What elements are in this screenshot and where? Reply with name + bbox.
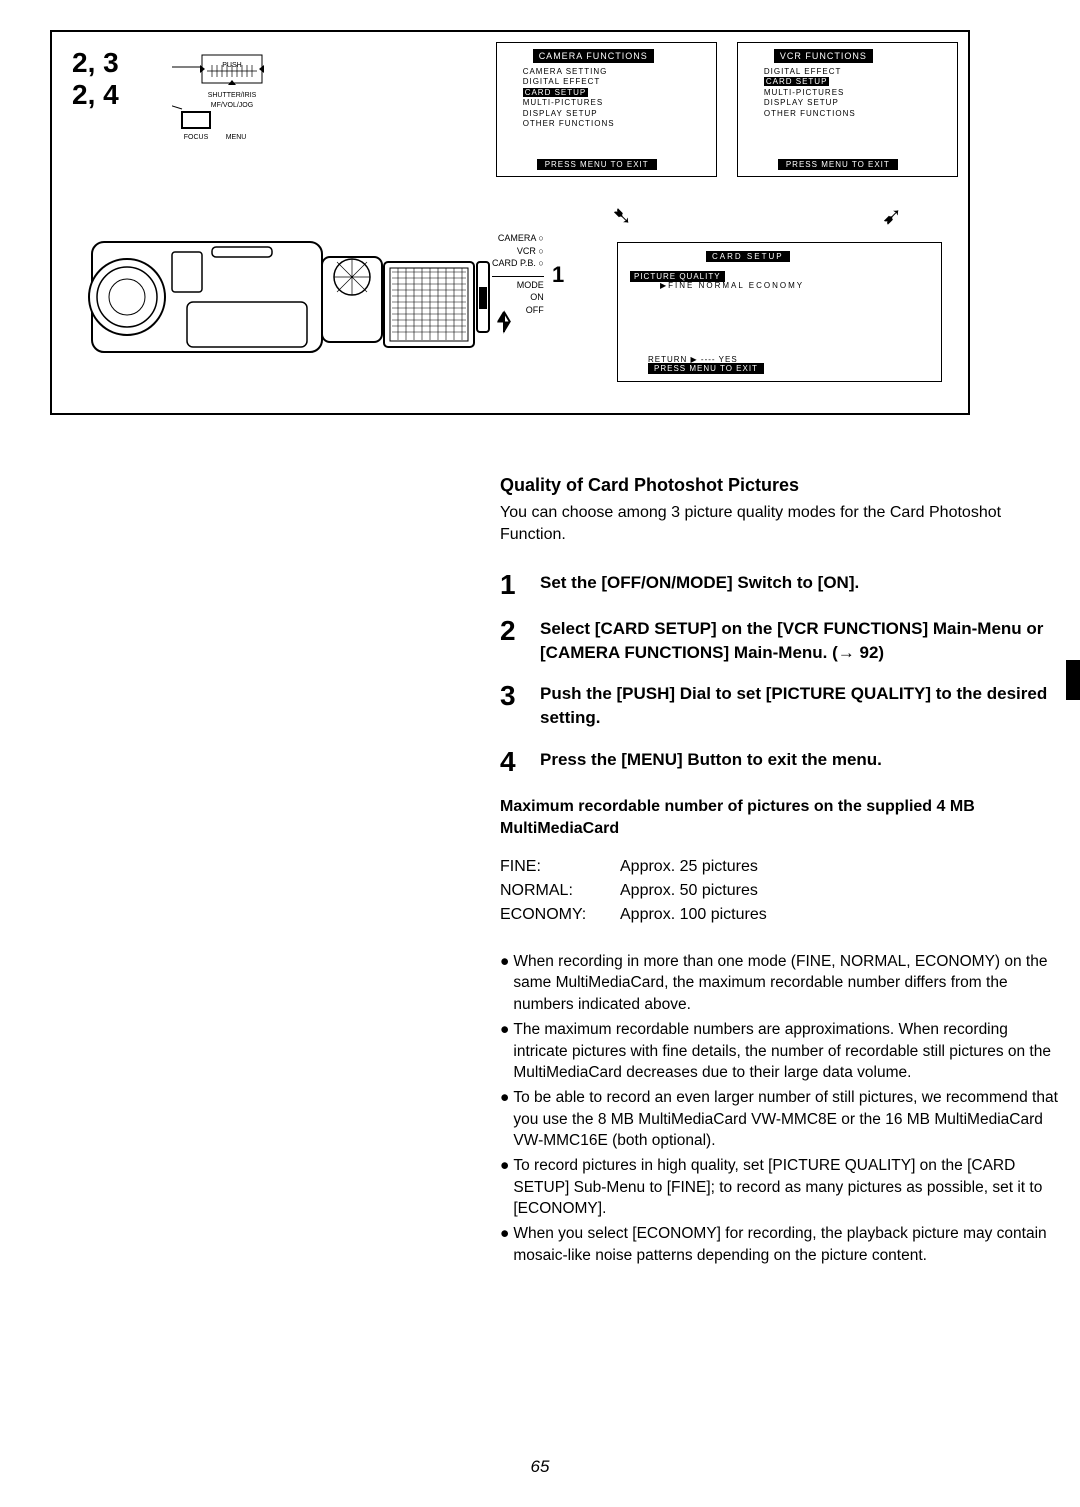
step-line-1: 2, 3 <box>72 47 119 79</box>
menu-item: CAMERA SETTING <box>523 67 710 77</box>
step-text: Set the [OFF/ON/MODE] Switch to [ON]. <box>540 571 1060 599</box>
mode-count: Approx. 25 pictures <box>620 855 758 879</box>
menu-item: MULTI-PICTURES <box>764 88 951 98</box>
arrow-down-right: ➹ <box>882 202 902 231</box>
menu-item: OTHER FUNCTIONS <box>764 109 951 119</box>
menu-item: DISPLAY SETUP <box>764 98 951 108</box>
notes-list: ●When recording in more than one mode (F… <box>500 951 1060 1267</box>
setup-footer: RETURN ▶ ---- YES PRESS MENU TO EXIT <box>648 355 764 373</box>
page-number: 65 <box>0 1457 1080 1477</box>
diagram-box: 2, 3 2, 4 PUSH SHUTTER/IRIS MF/VOL/JOG F… <box>50 30 970 415</box>
step-item: 1 Set the [OFF/ON/MODE] Switch to [ON]. <box>500 571 1060 599</box>
bullet-icon: ● <box>500 1155 509 1220</box>
list-item: ●To record pictures in high quality, set… <box>500 1155 1060 1220</box>
menu-item: DIGITAL EFFECT <box>764 67 951 77</box>
step-number: 4 <box>500 748 524 776</box>
setup-options: ▶FINE NORMAL ECONOMY <box>660 281 933 290</box>
switch-mode: MODE <box>492 279 544 292</box>
dial-section: 2, 3 2, 4 PUSH SHUTTER/IRIS MF/VOL/JOG F… <box>62 42 296 177</box>
vcr-functions-menu: VCR FUNCTIONS DIGITAL EFFECT CARD SETUP … <box>737 42 958 177</box>
step-1-callout: 1 <box>552 262 564 288</box>
footer-bar: PRESS MENU TO EXIT <box>648 363 764 374</box>
step-text: Select [CARD SETUP] on the [VCR FUNCTION… <box>540 617 1060 665</box>
diagram-top-row: 2, 3 2, 4 PUSH SHUTTER/IRIS MF/VOL/JOG F… <box>62 42 958 177</box>
menu-item: CARD SETUP <box>523 88 710 98</box>
menu-header: VCR FUNCTIONS <box>774 49 873 63</box>
switch-camera: CAMERA ○ <box>492 232 544 245</box>
mode-count: Approx. 100 pictures <box>620 903 767 927</box>
section-tab-marker <box>1066 660 1080 700</box>
menu-item: OTHER FUNCTIONS <box>523 119 710 129</box>
camera-menu-list: CAMERA SETTING DIGITAL EFFECT CARD SETUP… <box>523 67 710 129</box>
camera-functions-menu: CAMERA FUNCTIONS CAMERA SETTING DIGITAL … <box>496 42 717 177</box>
mode-label: ECONOMY: <box>500 903 620 927</box>
step-numbers-callout: 2, 3 2, 4 <box>72 47 119 111</box>
bullet-icon: ● <box>500 1019 509 1084</box>
step-text: Push the [PUSH] Dial to set [PICTURE QUA… <box>540 682 1060 730</box>
step-number: 2 <box>500 617 524 665</box>
svg-text:MF/VOL/JOG: MF/VOL/JOG <box>211 102 253 109</box>
switch-off: OFF <box>492 304 544 317</box>
table-row: ECONOMY: Approx. 100 pictures <box>500 903 1060 927</box>
step-item: 4 Press the [MENU] Button to exit the me… <box>500 748 1060 776</box>
step-line-2: 2, 4 <box>72 79 119 111</box>
menu-footer: PRESS MENU TO EXIT <box>537 159 657 170</box>
mode-label: NORMAL: <box>500 879 620 903</box>
push-dial-graphic: PUSH SHUTTER/IRIS MF/VOL/JOG FOCUS MENU <box>172 47 282 157</box>
content-column: Quality of Card Photoshot Pictures You c… <box>500 475 1060 1266</box>
menu-header: CAMERA FUNCTIONS <box>533 49 654 63</box>
step-number: 3 <box>500 682 524 730</box>
svg-text:SHUTTER/IRIS: SHUTTER/IRIS <box>208 92 257 99</box>
svg-text:FOCUS: FOCUS <box>184 134 209 141</box>
card-setup-menu: CARD SETUP PICTURE QUALITY ▶FINE NORMAL … <box>617 242 942 382</box>
list-item: ●When you select [ECONOMY] for recording… <box>500 1223 1060 1266</box>
bullet-icon: ● <box>500 1223 509 1266</box>
section-title: Quality of Card Photoshot Pictures <box>500 475 1060 496</box>
mode-label: FINE: <box>500 855 620 879</box>
step-item: 2 Select [CARD SETUP] on the [VCR FUNCTI… <box>500 617 1060 665</box>
list-item: ●The maximum recordable numbers are appr… <box>500 1019 1060 1084</box>
vcr-menu-list: DIGITAL EFFECT CARD SETUP MULTI-PICTURES… <box>764 67 951 119</box>
menu-item: DISPLAY SETUP <box>523 109 710 119</box>
bullet-icon: ● <box>500 951 509 1016</box>
switch-on: ON <box>492 291 544 304</box>
picture-count-table: FINE: Approx. 25 pictures NORMAL: Approx… <box>500 855 1060 927</box>
step-number: 1 <box>500 571 524 599</box>
list-item: ●To be able to record an even larger num… <box>500 1087 1060 1152</box>
menu-item: DIGITAL EFFECT <box>523 77 710 87</box>
intro-text: You can choose among 3 picture quality m… <box>500 502 1060 547</box>
setup-header: CARD SETUP <box>706 251 790 262</box>
bullet-icon: ● <box>500 1087 509 1152</box>
table-row: FINE: Approx. 25 pictures <box>500 855 1060 879</box>
svg-text:MENU: MENU <box>226 134 247 141</box>
step-text: Press the [MENU] Button to exit the menu… <box>540 748 1060 776</box>
step-item: 3 Push the [PUSH] Dial to set [PICTURE Q… <box>500 682 1060 730</box>
menu-item: CARD SETUP <box>764 77 951 87</box>
table-row: NORMAL: Approx. 50 pictures <box>500 879 1060 903</box>
switch-card: CARD P.B. ○ <box>492 257 544 270</box>
mode-switch-labels: CAMERA ○ VCR ○ CARD P.B. ○ MODE ON OFF <box>492 232 544 317</box>
menu-footer: PRESS MENU TO EXIT <box>778 159 898 170</box>
switch-vcr: VCR ○ <box>492 245 544 258</box>
arrow-down-left: ➷ <box>612 202 632 231</box>
picture-quality-row: PICTURE QUALITY ▶FINE NORMAL ECONOMY <box>630 272 933 290</box>
mode-count: Approx. 50 pictures <box>620 879 758 903</box>
list-item: ●When recording in more than one mode (F… <box>500 951 1060 1016</box>
max-recordable-title: Maximum recordable number of pictures on… <box>500 796 1060 841</box>
menu-item: MULTI-PICTURES <box>523 98 710 108</box>
